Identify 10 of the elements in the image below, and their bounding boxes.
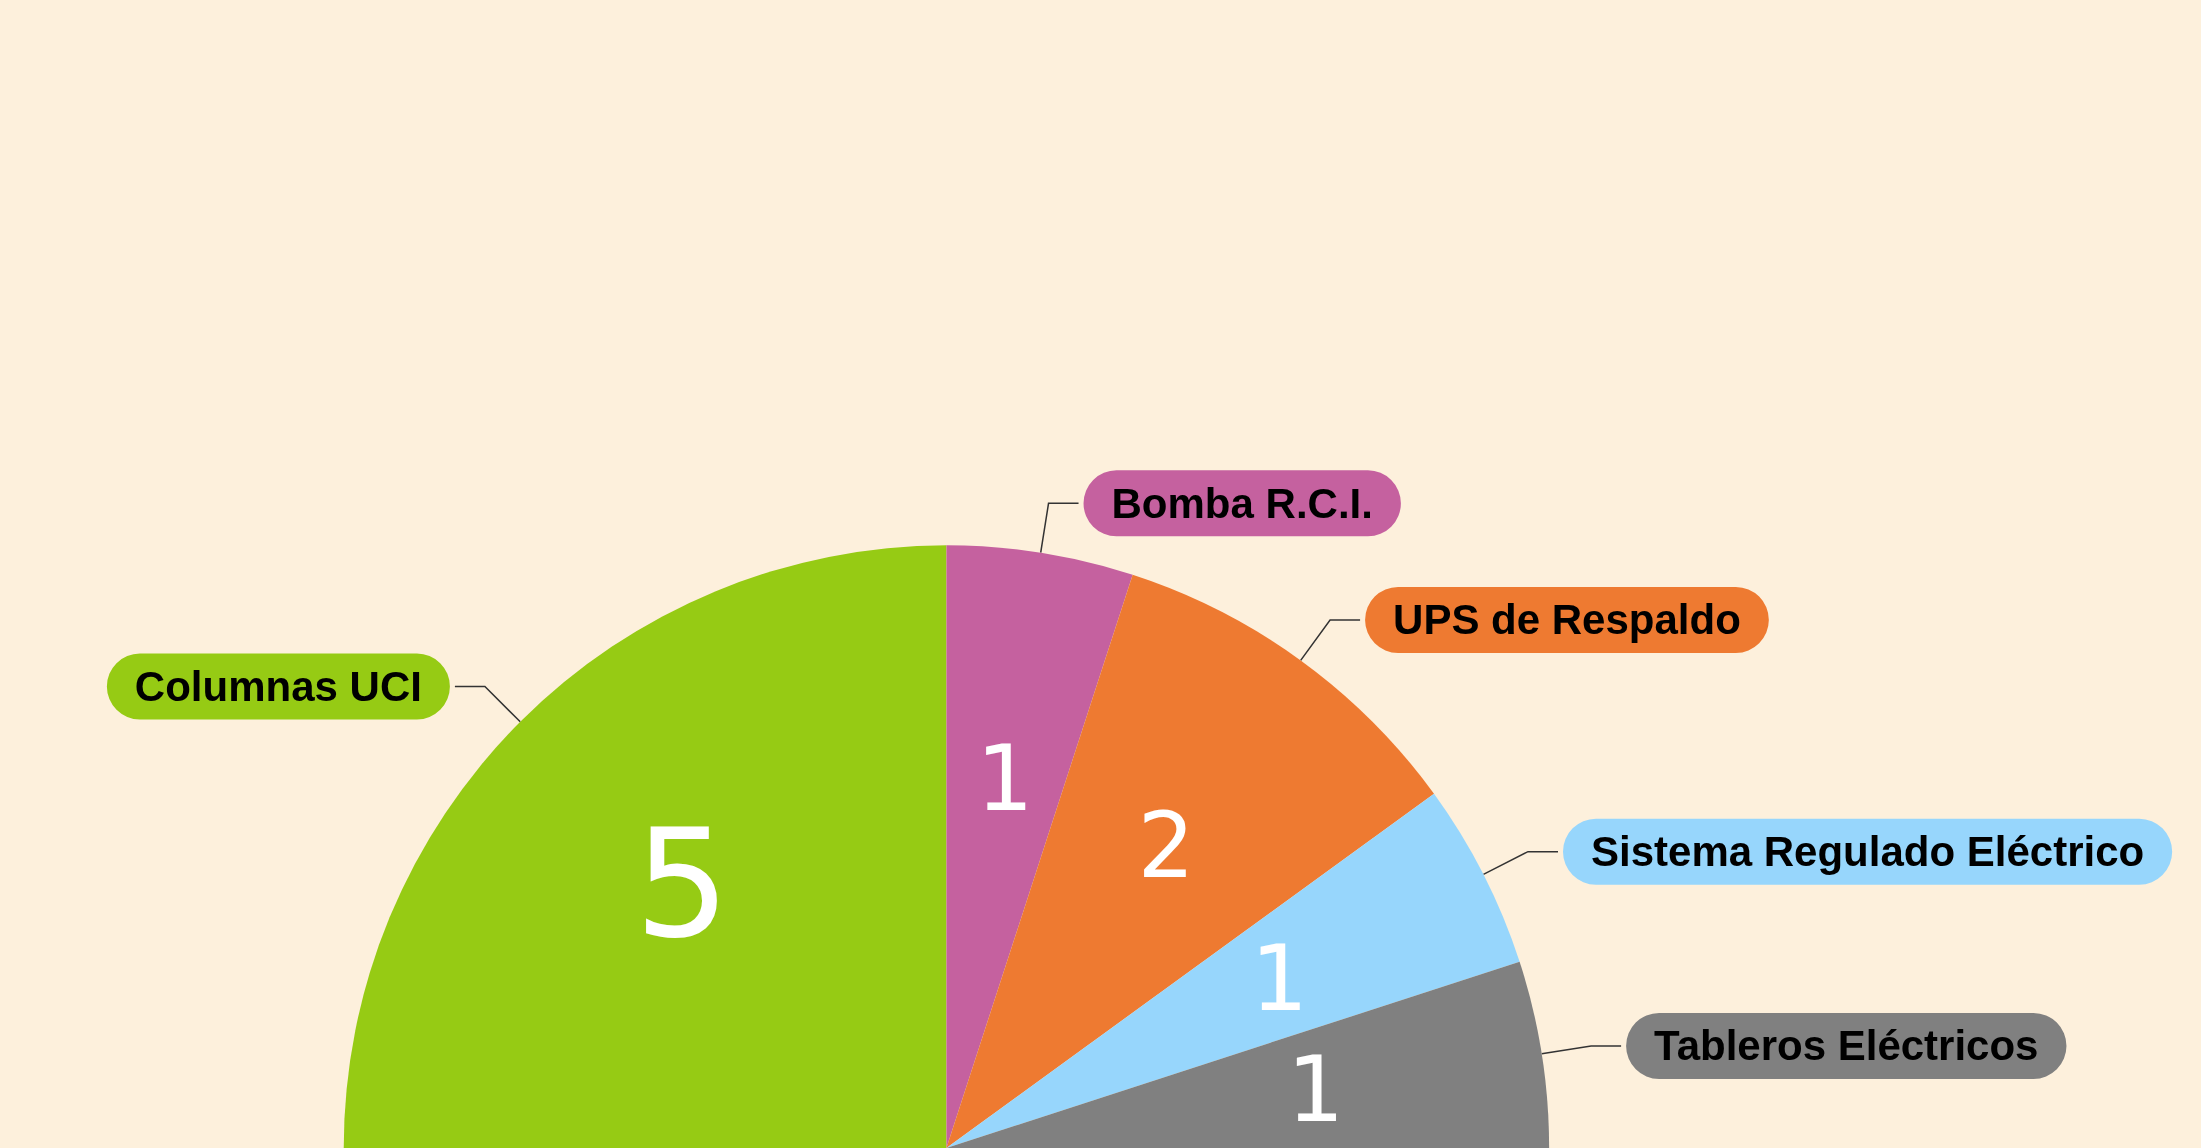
data-label: 1 — [1250, 925, 1309, 1031]
data-label: 2 — [1137, 793, 1195, 899]
slice-label: Sistema Regulado Eléctrico — [1590, 828, 2145, 876]
slice-label: UPS de Respaldo — [1393, 596, 1741, 644]
slice-label: Bomba R.C.I. — [1111, 479, 1373, 527]
slice-label: Tableros Eléctricos — [1654, 1022, 2039, 1070]
data-label: 5 — [634, 796, 730, 971]
slice-label: Columnas UCI — [134, 662, 422, 710]
data-label: 1 — [976, 726, 1034, 832]
data-label: 1 — [1286, 1037, 1345, 1143]
